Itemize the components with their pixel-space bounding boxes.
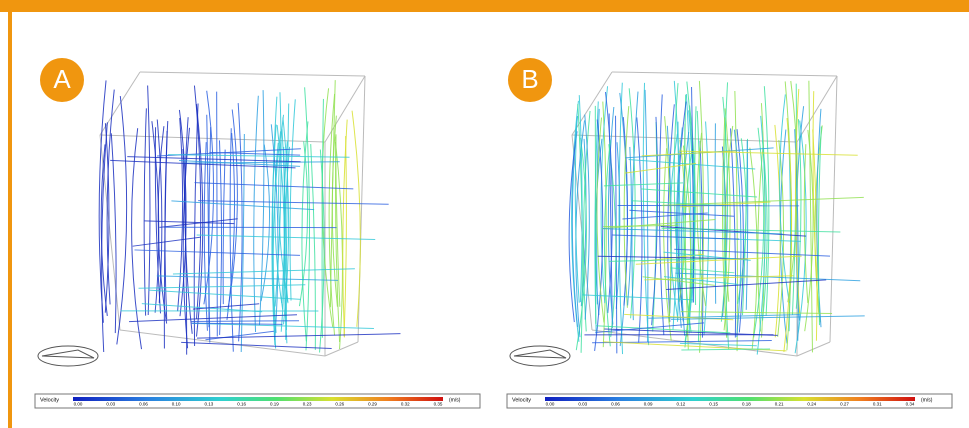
streamline xyxy=(680,343,757,345)
colorbar-tick-label: 0.06 xyxy=(611,402,620,407)
colorbar-unit: (m/s) xyxy=(449,397,461,403)
streamline xyxy=(117,96,127,344)
streamline xyxy=(585,115,590,320)
orientation-glyph xyxy=(42,350,94,358)
streamline xyxy=(111,133,116,333)
cube-edge xyxy=(140,72,365,76)
colorbar-unit: (m/s) xyxy=(921,397,933,403)
colorbar-tick-label: 0.27 xyxy=(840,402,849,407)
panel-label: A xyxy=(53,64,71,94)
colorbar-tick-label: 0.16 xyxy=(237,402,246,407)
streamline xyxy=(217,92,218,337)
streamline xyxy=(731,128,736,337)
colorbar-tick-label: 0.00 xyxy=(74,402,83,407)
panel-label: B xyxy=(521,64,538,94)
streamline xyxy=(139,285,306,289)
streamline xyxy=(582,295,693,300)
panel: A Velocity 0.00 0.03 0.06 0.10 0.13 0.16 0.19 0.2… xyxy=(35,58,480,408)
colorbar-tick-label: 0.03 xyxy=(578,402,587,407)
colorbar-tick-label: 0.10 xyxy=(172,402,181,407)
colorbar-tick-label: 0.35 xyxy=(434,402,443,407)
cube-edge xyxy=(120,330,325,356)
orientation-glyph xyxy=(514,350,566,358)
streamline xyxy=(192,323,374,328)
colorbar-tick-label: 0.03 xyxy=(106,402,115,407)
colorbar-gradient xyxy=(73,397,443,401)
cube-edge xyxy=(830,76,837,342)
streamline xyxy=(809,81,813,353)
streamline xyxy=(133,237,201,246)
streamline xyxy=(193,304,259,309)
cube-edge xyxy=(612,72,837,76)
colorbar-tick-label: 0.21 xyxy=(775,402,784,407)
colorbar-tick-label: 0.13 xyxy=(205,402,214,407)
colorbar-tick-label: 0.34 xyxy=(906,402,915,407)
streamline xyxy=(204,142,207,331)
streamline xyxy=(144,108,146,315)
streamline xyxy=(352,111,360,327)
colorbar-title: Velocity xyxy=(512,397,531,403)
streamline xyxy=(207,115,209,327)
streamline xyxy=(579,95,582,302)
colorbar-tick-label: 0.06 xyxy=(139,402,148,407)
colorbar-title: Velocity xyxy=(40,397,59,403)
streamline xyxy=(299,141,307,306)
colorbar-tick-label: 0.00 xyxy=(546,402,555,407)
colorbar-tick-label: 0.31 xyxy=(873,402,882,407)
streamline xyxy=(191,321,299,322)
cube-edge xyxy=(325,342,358,356)
streamline xyxy=(681,312,832,314)
figure-canvas: A Velocity 0.00 0.03 0.06 0.10 0.13 0.16 0.19 0.2… xyxy=(0,0,969,428)
figure: A Velocity 0.00 0.03 0.06 0.10 0.13 0.16 0.19 0.2… xyxy=(0,0,969,428)
streamline xyxy=(311,144,316,350)
streamline xyxy=(178,118,183,311)
streamline xyxy=(715,123,716,303)
streamline xyxy=(671,316,865,320)
panel: B Velocity 0.00 0.03 0.06 0.09 0.12 0.15 0.18 0.2… xyxy=(507,58,952,408)
cube-edge xyxy=(100,135,325,142)
frame-top xyxy=(0,0,969,12)
colorbar-tick-label: 0.32 xyxy=(401,402,410,407)
colorbar-gradient xyxy=(545,397,915,401)
streamline xyxy=(603,229,783,234)
streamline xyxy=(148,85,150,315)
frame-left xyxy=(8,0,12,428)
colorbar-tick-label: 0.12 xyxy=(677,402,686,407)
colorbar-tick-label: 0.19 xyxy=(270,402,279,407)
colorbar-tick-label: 0.18 xyxy=(742,402,751,407)
colorbar-tick-label: 0.15 xyxy=(709,402,718,407)
streamline xyxy=(197,334,400,338)
colorbar-tick-label: 0.29 xyxy=(368,402,377,407)
streamline xyxy=(205,331,273,339)
streamline xyxy=(230,128,233,351)
colorbar-tick-label: 0.09 xyxy=(644,402,653,407)
cube-edge xyxy=(797,342,830,356)
colorbar-tick-label: 0.26 xyxy=(335,402,344,407)
streamline xyxy=(738,138,746,303)
cube-edge xyxy=(325,76,365,142)
streamline xyxy=(261,145,269,302)
streamline xyxy=(173,269,355,274)
colorbar-tick-label: 0.24 xyxy=(807,402,816,407)
colorbar-tick-label: 0.23 xyxy=(303,402,312,407)
streamline xyxy=(219,140,221,335)
streamline xyxy=(149,290,301,299)
